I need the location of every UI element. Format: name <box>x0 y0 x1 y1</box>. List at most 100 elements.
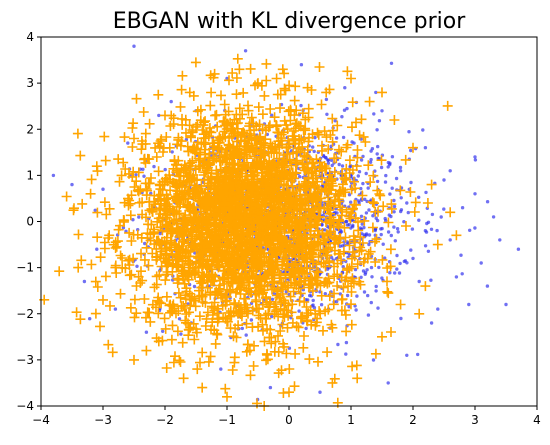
plus-point <box>239 161 250 172</box>
plus-point <box>236 129 247 139</box>
plus-point <box>209 214 220 225</box>
plus-point <box>227 131 237 142</box>
plus-point <box>254 227 265 238</box>
plus-point <box>235 171 246 182</box>
dot-point <box>376 144 380 149</box>
plus-point <box>332 120 343 131</box>
plus-point <box>302 145 313 155</box>
plus-point <box>160 253 171 264</box>
plus-point <box>328 299 339 310</box>
plus-point <box>178 373 189 384</box>
dot-point <box>424 190 428 195</box>
plus-point <box>286 176 297 186</box>
plus-point <box>241 318 252 329</box>
plus-point <box>187 173 198 184</box>
plus-point <box>250 289 261 300</box>
y-tick-label: −2 <box>16 307 34 321</box>
plus-point <box>237 308 248 319</box>
plus-point <box>219 99 230 110</box>
plus-point <box>256 168 267 179</box>
plus-point <box>104 230 115 241</box>
plus-point <box>227 365 238 375</box>
plus-point <box>302 256 313 267</box>
plus-point <box>168 357 179 368</box>
plus-point <box>317 172 328 183</box>
plus-point <box>153 308 164 319</box>
dot-point <box>395 253 399 258</box>
plus-point <box>359 215 370 226</box>
plus-point <box>202 263 213 273</box>
x-tick-label: −1 <box>218 413 236 427</box>
points-layer <box>39 44 521 411</box>
plus-point <box>202 215 213 226</box>
dot-point <box>373 228 377 233</box>
plus-point <box>126 269 137 280</box>
plus-point <box>327 180 338 191</box>
dot-point <box>144 330 149 334</box>
plus-point <box>129 354 139 365</box>
y-tick-label: −3 <box>16 353 34 367</box>
plus-point <box>353 225 364 236</box>
plus-point <box>177 70 188 81</box>
plus-point <box>73 262 84 273</box>
plus-point <box>142 185 153 196</box>
plus-point <box>297 108 308 119</box>
dot-point <box>324 97 329 102</box>
plus-point <box>198 137 209 148</box>
dot-point <box>386 230 391 234</box>
plus-point <box>72 128 83 139</box>
dot-point <box>88 317 92 321</box>
plus-point <box>303 103 314 114</box>
plus-point <box>206 180 216 191</box>
plus-point <box>192 119 203 130</box>
plus-point <box>229 227 239 238</box>
plus-point <box>347 97 358 108</box>
dot-point <box>340 164 345 168</box>
plus-point <box>295 184 305 195</box>
dot-point <box>393 239 397 243</box>
plus-point <box>197 291 208 302</box>
plus-point <box>349 234 360 245</box>
plus-point <box>199 157 210 168</box>
plus-point <box>206 301 217 312</box>
plus-point <box>132 185 143 196</box>
plus-point <box>196 272 207 283</box>
dot-point <box>143 241 147 246</box>
dot-point <box>312 306 317 310</box>
dot-point <box>359 214 364 218</box>
plus-point <box>73 229 84 240</box>
dot-point <box>369 265 374 270</box>
plus-point <box>197 187 208 198</box>
plus-point <box>340 187 351 198</box>
plus-point <box>230 323 241 334</box>
plus-point <box>287 181 298 192</box>
plus-point <box>217 300 228 311</box>
plus-point <box>197 277 208 288</box>
dot-point <box>366 186 370 190</box>
dot-point <box>367 208 371 212</box>
plus-point <box>228 151 239 161</box>
plus-point <box>167 320 178 331</box>
plus-point <box>219 200 230 211</box>
plus-point <box>289 381 300 392</box>
plus-point <box>329 271 340 282</box>
dot-point <box>366 293 370 298</box>
plus-point <box>189 186 199 197</box>
plus-point <box>189 268 200 279</box>
plus-point <box>86 174 97 185</box>
plus-point <box>249 245 260 256</box>
plus-point <box>103 339 114 350</box>
dot-point <box>369 157 373 162</box>
plus-point <box>232 123 243 134</box>
plus-point <box>134 197 145 208</box>
x-tick-label: −2 <box>156 413 174 427</box>
dot-point <box>177 317 182 321</box>
plus-point <box>346 299 356 310</box>
plus-point <box>353 217 363 227</box>
plus-point <box>377 87 387 98</box>
plus-point <box>275 89 286 100</box>
plus-point <box>104 203 115 214</box>
plus-point <box>170 254 181 265</box>
plus-point <box>377 331 387 342</box>
dot-point <box>368 160 373 164</box>
